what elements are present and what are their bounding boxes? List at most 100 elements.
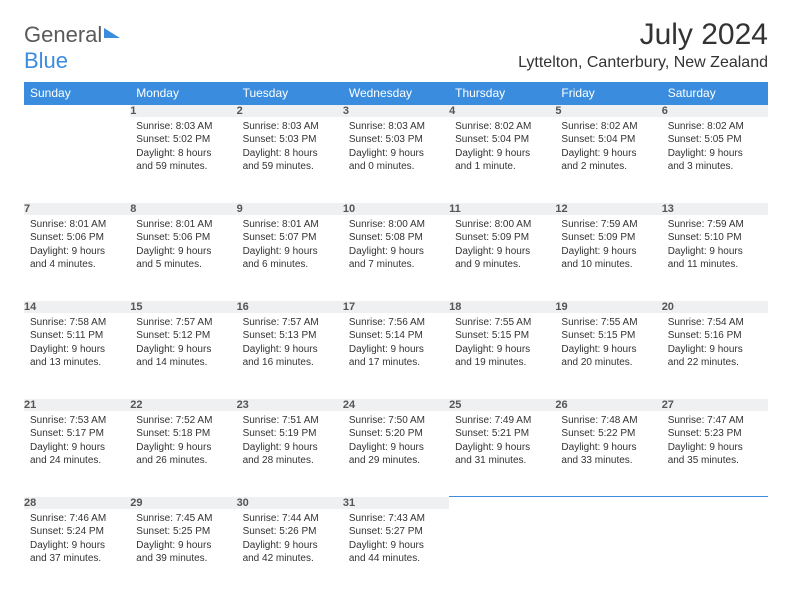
day-cell: Sunrise: 8:00 AMSunset: 5:09 PMDaylight:… bbox=[449, 215, 555, 301]
sunrise-line: Sunrise: 7:56 AM bbox=[349, 316, 443, 330]
sunset-line: Sunset: 5:06 PM bbox=[136, 231, 230, 245]
sunrise-line: Sunrise: 7:44 AM bbox=[243, 512, 337, 526]
sunset-line: Sunset: 5:06 PM bbox=[30, 231, 124, 245]
day-number: 8 bbox=[130, 203, 236, 215]
daylight-line: Daylight: 9 hours and 11 minutes. bbox=[668, 245, 762, 272]
day-details: Sunrise: 7:51 AMSunset: 5:19 PMDaylight:… bbox=[237, 411, 343, 474]
day-number: 19 bbox=[555, 301, 661, 313]
day-number: 26 bbox=[555, 399, 661, 411]
day-details: Sunrise: 7:54 AMSunset: 5:16 PMDaylight:… bbox=[662, 313, 768, 376]
daylight-line: Daylight: 9 hours and 37 minutes. bbox=[30, 539, 124, 566]
sunrise-line: Sunrise: 7:49 AM bbox=[455, 414, 549, 428]
daylight-line: Daylight: 9 hours and 5 minutes. bbox=[136, 245, 230, 272]
day-cell: Sunrise: 8:02 AMSunset: 5:04 PMDaylight:… bbox=[555, 117, 661, 203]
page-subtitle: Lyttelton, Canterbury, New Zealand bbox=[518, 54, 768, 72]
weekday-header: Thursday bbox=[449, 82, 555, 105]
sunset-line: Sunset: 5:15 PM bbox=[455, 329, 549, 343]
sunrise-line: Sunrise: 8:00 AM bbox=[349, 218, 443, 232]
daylight-line: Daylight: 8 hours and 59 minutes. bbox=[243, 147, 337, 174]
day-cell: Sunrise: 8:00 AMSunset: 5:08 PMDaylight:… bbox=[343, 215, 449, 301]
sunrise-line: Sunrise: 7:45 AM bbox=[136, 512, 230, 526]
sunrise-line: Sunrise: 7:54 AM bbox=[668, 316, 762, 330]
logo-text: General Blue bbox=[24, 22, 120, 74]
calendar-table: SundayMondayTuesdayWednesdayThursdayFrid… bbox=[24, 82, 768, 595]
daylight-line: Daylight: 9 hours and 33 minutes. bbox=[561, 441, 655, 468]
day-cell: Sunrise: 8:03 AMSunset: 5:03 PMDaylight:… bbox=[237, 117, 343, 203]
sunset-line: Sunset: 5:24 PM bbox=[30, 525, 124, 539]
sunrise-line: Sunrise: 7:53 AM bbox=[30, 414, 124, 428]
day-cell: Sunrise: 7:57 AMSunset: 5:13 PMDaylight:… bbox=[237, 313, 343, 399]
day-cell: Sunrise: 8:01 AMSunset: 5:06 PMDaylight:… bbox=[130, 215, 236, 301]
sunset-line: Sunset: 5:08 PM bbox=[349, 231, 443, 245]
empty-cell bbox=[449, 509, 555, 595]
day-cell: Sunrise: 7:48 AMSunset: 5:22 PMDaylight:… bbox=[555, 411, 661, 497]
sunset-line: Sunset: 5:05 PM bbox=[668, 133, 762, 147]
empty-cell bbox=[24, 105, 130, 117]
day-cell: Sunrise: 8:02 AMSunset: 5:04 PMDaylight:… bbox=[449, 117, 555, 203]
day-number: 4 bbox=[449, 105, 555, 117]
empty-cell bbox=[662, 497, 768, 509]
day-cell: Sunrise: 8:02 AMSunset: 5:05 PMDaylight:… bbox=[662, 117, 768, 203]
day-cell: Sunrise: 7:59 AMSunset: 5:10 PMDaylight:… bbox=[662, 215, 768, 301]
sunset-line: Sunset: 5:20 PM bbox=[349, 427, 443, 441]
day-details: Sunrise: 7:55 AMSunset: 5:15 PMDaylight:… bbox=[555, 313, 661, 376]
day-details: Sunrise: 7:47 AMSunset: 5:23 PMDaylight:… bbox=[662, 411, 768, 474]
sunrise-line: Sunrise: 8:01 AM bbox=[243, 218, 337, 232]
day-number: 28 bbox=[24, 497, 130, 509]
sunrise-line: Sunrise: 7:55 AM bbox=[561, 316, 655, 330]
day-number: 27 bbox=[662, 399, 768, 411]
weekday-header: Sunday bbox=[24, 82, 130, 105]
title-block: July 2024 Lyttelton, Canterbury, New Zea… bbox=[518, 18, 768, 72]
weekday-header: Wednesday bbox=[343, 82, 449, 105]
day-number: 23 bbox=[237, 399, 343, 411]
daylight-line: Daylight: 9 hours and 3 minutes. bbox=[668, 147, 762, 174]
empty-cell bbox=[449, 497, 555, 509]
page-title: July 2024 bbox=[518, 18, 768, 52]
sunset-line: Sunset: 5:15 PM bbox=[561, 329, 655, 343]
day-cell: Sunrise: 7:56 AMSunset: 5:14 PMDaylight:… bbox=[343, 313, 449, 399]
sunset-line: Sunset: 5:02 PM bbox=[136, 133, 230, 147]
empty-cell bbox=[555, 497, 661, 509]
day-details: Sunrise: 7:56 AMSunset: 5:14 PMDaylight:… bbox=[343, 313, 449, 376]
daylight-line: Daylight: 9 hours and 24 minutes. bbox=[30, 441, 124, 468]
daylight-line: Daylight: 9 hours and 2 minutes. bbox=[561, 147, 655, 174]
day-details: Sunrise: 8:03 AMSunset: 5:03 PMDaylight:… bbox=[237, 117, 343, 180]
day-number: 31 bbox=[343, 497, 449, 509]
weekday-header: Saturday bbox=[662, 82, 768, 105]
day-details: Sunrise: 8:02 AMSunset: 5:04 PMDaylight:… bbox=[449, 117, 555, 180]
sunrise-line: Sunrise: 7:59 AM bbox=[668, 218, 762, 232]
day-cell: Sunrise: 7:53 AMSunset: 5:17 PMDaylight:… bbox=[24, 411, 130, 497]
day-number: 30 bbox=[237, 497, 343, 509]
daylight-line: Daylight: 9 hours and 29 minutes. bbox=[349, 441, 443, 468]
day-details: Sunrise: 8:01 AMSunset: 5:07 PMDaylight:… bbox=[237, 215, 343, 278]
day-number: 3 bbox=[343, 105, 449, 117]
calendar-header: SundayMondayTuesdayWednesdayThursdayFrid… bbox=[24, 82, 768, 105]
daylight-line: Daylight: 9 hours and 42 minutes. bbox=[243, 539, 337, 566]
sunrise-line: Sunrise: 7:47 AM bbox=[668, 414, 762, 428]
day-details: Sunrise: 7:53 AMSunset: 5:17 PMDaylight:… bbox=[24, 411, 130, 474]
daylight-line: Daylight: 9 hours and 17 minutes. bbox=[349, 343, 443, 370]
day-cell: Sunrise: 7:50 AMSunset: 5:20 PMDaylight:… bbox=[343, 411, 449, 497]
daylight-line: Daylight: 9 hours and 16 minutes. bbox=[243, 343, 337, 370]
sunrise-line: Sunrise: 7:55 AM bbox=[455, 316, 549, 330]
day-details: Sunrise: 7:46 AMSunset: 5:24 PMDaylight:… bbox=[24, 509, 130, 572]
sunrise-line: Sunrise: 7:48 AM bbox=[561, 414, 655, 428]
day-number: 24 bbox=[343, 399, 449, 411]
sunset-line: Sunset: 5:07 PM bbox=[243, 231, 337, 245]
day-number: 2 bbox=[237, 105, 343, 117]
day-details: Sunrise: 8:00 AMSunset: 5:08 PMDaylight:… bbox=[343, 215, 449, 278]
logo: General Blue bbox=[24, 22, 120, 74]
day-cell: Sunrise: 7:49 AMSunset: 5:21 PMDaylight:… bbox=[449, 411, 555, 497]
sunrise-line: Sunrise: 8:03 AM bbox=[136, 120, 230, 134]
sunrise-line: Sunrise: 7:43 AM bbox=[349, 512, 443, 526]
daylight-line: Daylight: 9 hours and 10 minutes. bbox=[561, 245, 655, 272]
sunrise-line: Sunrise: 7:57 AM bbox=[243, 316, 337, 330]
sunset-line: Sunset: 5:04 PM bbox=[455, 133, 549, 147]
sunrise-line: Sunrise: 8:02 AM bbox=[561, 120, 655, 134]
sunrise-line: Sunrise: 8:03 AM bbox=[243, 120, 337, 134]
sunset-line: Sunset: 5:04 PM bbox=[561, 133, 655, 147]
daylight-line: Daylight: 9 hours and 4 minutes. bbox=[30, 245, 124, 272]
sunset-line: Sunset: 5:25 PM bbox=[136, 525, 230, 539]
logo-text-blue: Blue bbox=[24, 48, 68, 73]
day-number: 9 bbox=[237, 203, 343, 215]
